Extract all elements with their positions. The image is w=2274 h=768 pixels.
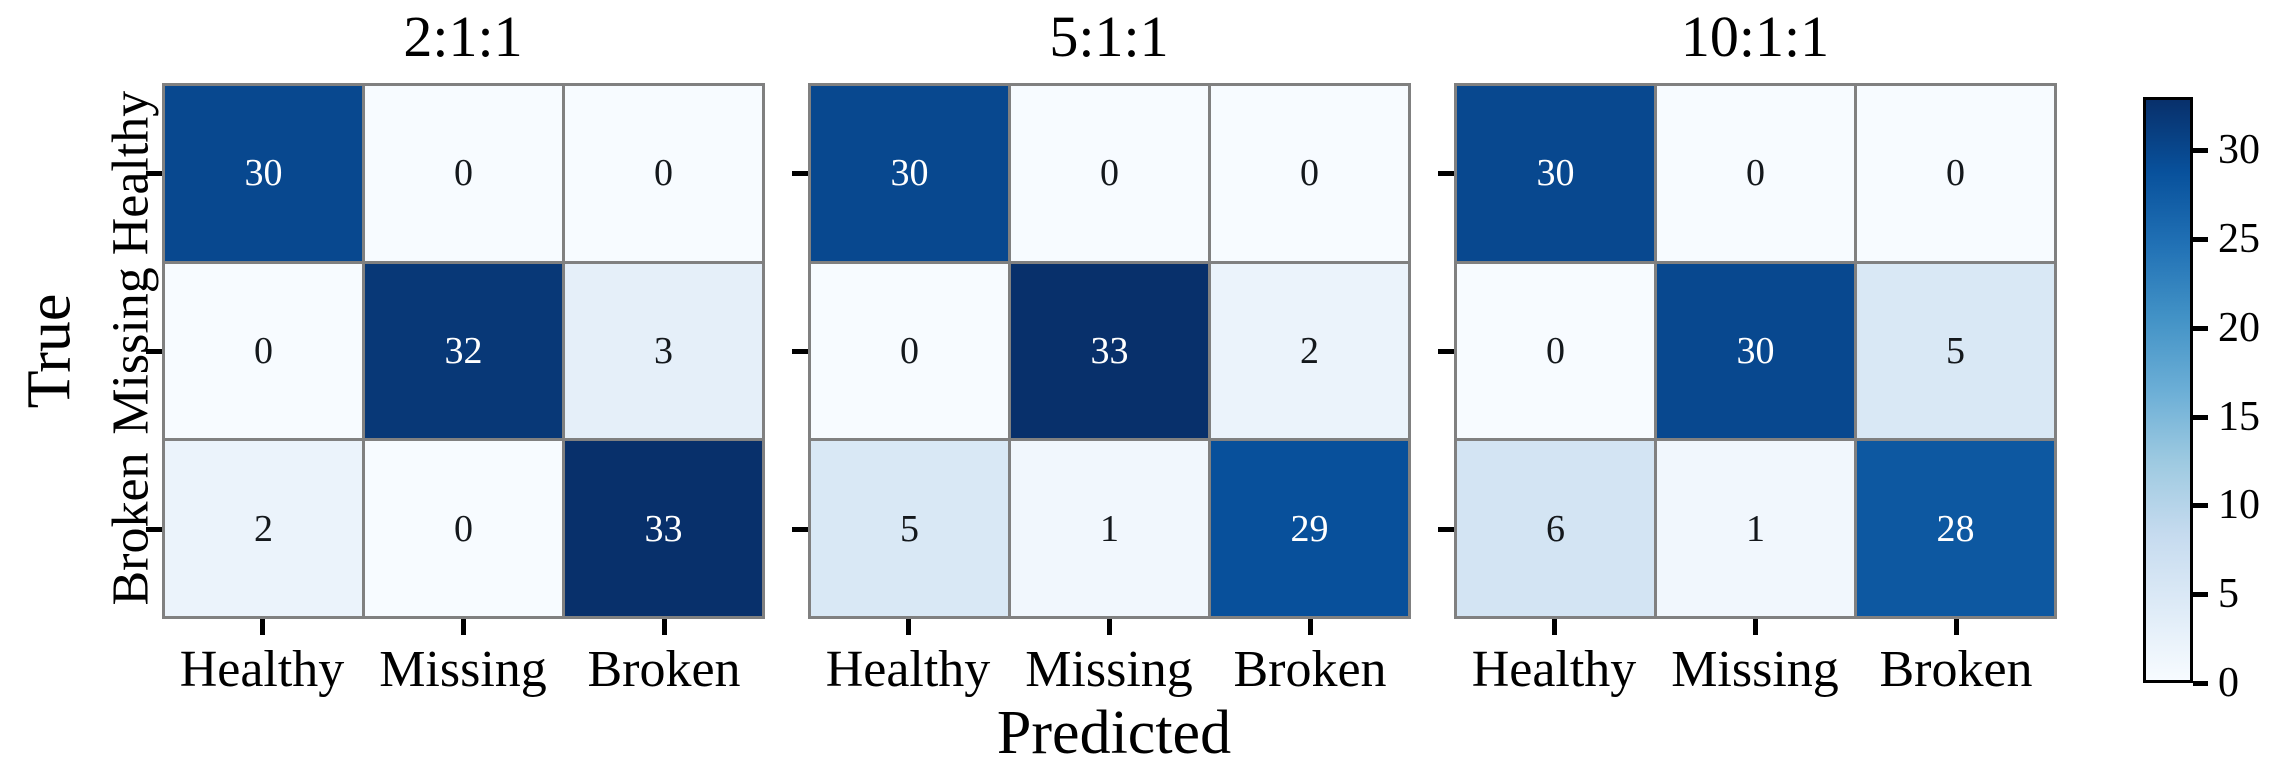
x-tick-label-broken: Broken [1233,641,1387,698]
colorbar-tick-label: 15 [2218,394,2260,440]
x-tick-label-healthy: Healthy [1471,641,1637,698]
heatmap-2-1-1: 30 0 0 0 32 3 2 0 33 [162,83,765,619]
cell-2-missing-broken: 5 [1857,263,2054,439]
colorbar-tick-mark [2193,592,2208,597]
y-tick-mark [146,527,162,532]
cell-0-healthy-healthy: 30 [165,86,362,261]
cell-1-broken-healthy: 5 [811,441,1008,616]
colorbar [2143,97,2193,683]
x-tick-mark [1552,619,1557,635]
x-tick-mark [1107,619,1112,635]
x-tick-label-broken: Broken [1879,641,2033,698]
cell-1-broken-broken: 29 [1211,441,1408,616]
subplot-title-2-1-1: 2:1:1 [403,4,523,69]
y-tick-mark [1438,349,1454,354]
x-axis-label: Predicted [996,699,1232,767]
cell-2-healthy-broken: 0 [1857,86,2054,261]
cell-0-missing-healthy: 0 [165,263,362,439]
cell-2-broken-healthy: 6 [1457,441,1654,616]
subplot-title-5-1-1: 5:1:1 [1049,4,1169,69]
x-tick-mark [1954,619,1959,635]
subplot-title-10-1-1: 10:1:1 [1680,4,1830,69]
x-tick-label-healthy: Healthy [825,641,991,698]
y-tick-mark [792,527,808,532]
cell-1-healthy-broken: 0 [1211,86,1408,261]
cell-0-healthy-missing: 0 [365,86,562,261]
x-tick-mark [260,619,265,635]
x-tick-label-missing: Missing [1025,641,1193,698]
colorbar-tick-label: 20 [2218,305,2260,351]
y-tick-mark [146,349,162,354]
heatmap-10-1-1: 30 0 0 0 30 5 6 1 28 [1454,83,2057,619]
x-tick-mark [662,619,667,635]
x-tick-label-missing: Missing [379,641,547,698]
colorbar-tick-mark [2193,503,2208,508]
cell-1-missing-healthy: 0 [811,263,1008,439]
x-tick-mark [1753,619,1758,635]
heatmap-5-1-1: 30 0 0 0 33 2 5 1 29 [808,83,1411,619]
cell-0-broken-missing: 0 [365,441,562,616]
y-tick-mark [1438,171,1454,176]
x-tick-label-healthy: Healthy [179,641,345,698]
colorbar-tick-mark [2193,237,2208,242]
cell-0-missing-broken: 3 [565,263,762,439]
colorbar-tick-mark [2193,681,2208,686]
cell-2-broken-broken: 28 [1857,441,2054,616]
colorbar-tick-mark [2193,326,2208,331]
cell-1-healthy-healthy: 30 [811,86,1008,261]
cell-0-missing-missing: 32 [365,263,562,439]
y-tick-mark [792,349,808,354]
cell-1-missing-broken: 2 [1211,263,1408,439]
x-tick-mark [461,619,466,635]
colorbar-tick-mark [2193,415,2208,420]
cell-1-missing-missing: 33 [1011,263,1208,439]
y-axis-label: True [15,293,84,409]
y-tick-mark [792,171,808,176]
y-tick-mark [1438,527,1454,532]
colorbar-tick-label: 0 [2218,660,2239,706]
cell-2-missing-healthy: 0 [1457,263,1654,439]
cell-0-broken-broken: 33 [565,441,762,616]
cell-0-healthy-broken: 0 [565,86,762,261]
colorbar-tick-label: 25 [2218,216,2260,262]
cell-2-broken-missing: 1 [1657,441,1854,616]
colorbar-tick-mark [2193,148,2208,153]
x-tick-label-broken: Broken [587,641,741,698]
x-tick-mark [906,619,911,635]
colorbar-tick-label: 10 [2218,482,2260,528]
x-tick-label-missing: Missing [1671,641,1839,698]
cell-1-broken-missing: 1 [1011,441,1208,616]
cell-0-broken-healthy: 2 [165,441,362,616]
cell-2-healthy-missing: 0 [1657,86,1854,261]
cell-2-missing-missing: 30 [1657,263,1854,439]
y-tick-mark [146,171,162,176]
colorbar-tick-label: 30 [2218,127,2260,173]
colorbar-tick-label: 5 [2218,571,2239,617]
x-tick-mark [1308,619,1313,635]
cell-1-healthy-missing: 0 [1011,86,1208,261]
cell-2-healthy-healthy: 30 [1457,86,1654,261]
